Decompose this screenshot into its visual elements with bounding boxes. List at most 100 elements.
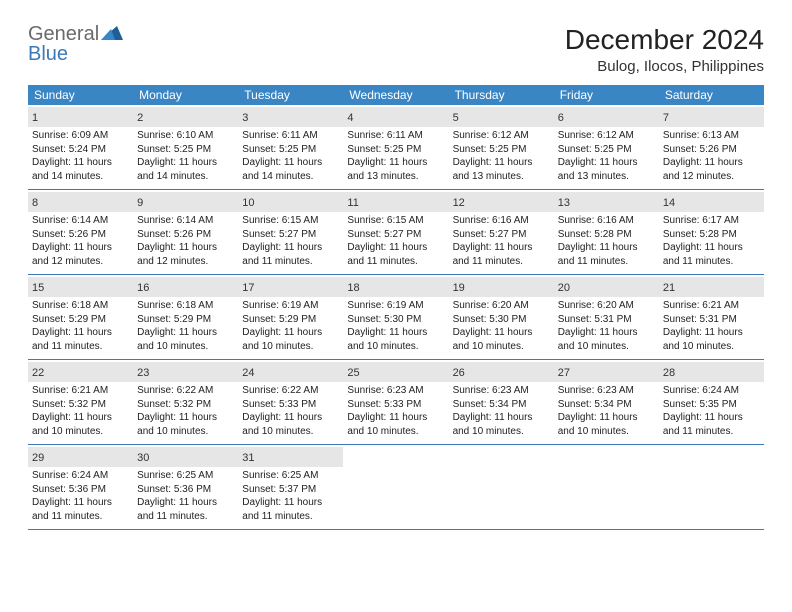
day-detail-line: Daylight: 11 hours xyxy=(558,241,655,255)
day-number-bar: 4 xyxy=(343,107,448,127)
day-number: 22 xyxy=(32,367,44,379)
day-detail-line: and 13 minutes. xyxy=(558,170,655,184)
day-detail-line: Sunset: 5:33 PM xyxy=(242,398,339,412)
day-number-bar: 29 xyxy=(28,447,133,467)
day-detail-line: Sunrise: 6:12 AM xyxy=(558,129,655,143)
day-detail-line: and 14 minutes. xyxy=(242,170,339,184)
day-detail-line: and 12 minutes. xyxy=(663,170,760,184)
day-detail-line: Sunrise: 6:16 AM xyxy=(558,214,655,228)
day-cell: 7Sunrise: 6:13 AMSunset: 5:26 PMDaylight… xyxy=(659,105,764,189)
location-text: Bulog, Ilocos, Philippines xyxy=(565,58,764,75)
day-cell: 20Sunrise: 6:20 AMSunset: 5:31 PMDayligh… xyxy=(554,275,659,359)
day-number: 28 xyxy=(663,367,675,379)
day-number: 14 xyxy=(663,197,675,209)
day-detail-line: Daylight: 11 hours xyxy=(137,496,234,510)
day-cell: 23Sunrise: 6:22 AMSunset: 5:32 PMDayligh… xyxy=(133,360,238,444)
day-detail-line: Sunset: 5:36 PM xyxy=(137,483,234,497)
day-number: 5 xyxy=(453,112,459,124)
page-title: December 2024 xyxy=(565,24,764,56)
day-cell: 10Sunrise: 6:15 AMSunset: 5:27 PMDayligh… xyxy=(238,190,343,274)
day-detail-line: Daylight: 11 hours xyxy=(663,411,760,425)
day-number: 30 xyxy=(137,452,149,464)
day-cell: 24Sunrise: 6:22 AMSunset: 5:33 PMDayligh… xyxy=(238,360,343,444)
day-number-bar: 17 xyxy=(238,277,343,297)
day-detail-line: Sunrise: 6:24 AM xyxy=(663,384,760,398)
day-detail-line: Daylight: 11 hours xyxy=(242,496,339,510)
day-cell: 4Sunrise: 6:11 AMSunset: 5:25 PMDaylight… xyxy=(343,105,448,189)
day-number-bar: 25 xyxy=(343,362,448,382)
day-cell: 14Sunrise: 6:17 AMSunset: 5:28 PMDayligh… xyxy=(659,190,764,274)
day-number-bar: 2 xyxy=(133,107,238,127)
logo-word-blue: Blue xyxy=(28,43,68,65)
title-block: December 2024 Bulog, Ilocos, Philippines xyxy=(565,24,764,75)
day-cell: 17Sunrise: 6:19 AMSunset: 5:29 PMDayligh… xyxy=(238,275,343,359)
day-number: 4 xyxy=(347,112,353,124)
day-detail-line: Sunset: 5:28 PM xyxy=(663,228,760,242)
week-row: 8Sunrise: 6:14 AMSunset: 5:26 PMDaylight… xyxy=(28,190,764,275)
dayname-thu: Thursday xyxy=(449,85,554,105)
day-detail-line: and 12 minutes. xyxy=(32,255,129,269)
day-detail-line: Sunrise: 6:10 AM xyxy=(137,129,234,143)
day-detail-line: Sunrise: 6:11 AM xyxy=(242,129,339,143)
day-detail-line: Sunrise: 6:20 AM xyxy=(558,299,655,313)
day-detail-line: Daylight: 11 hours xyxy=(32,411,129,425)
day-detail-line: Daylight: 11 hours xyxy=(242,326,339,340)
day-detail-line: Sunrise: 6:11 AM xyxy=(347,129,444,143)
day-number: 16 xyxy=(137,282,149,294)
day-detail-line: Sunrise: 6:19 AM xyxy=(347,299,444,313)
day-detail-line: and 10 minutes. xyxy=(137,425,234,439)
day-number: 1 xyxy=(32,112,38,124)
day-number: 2 xyxy=(137,112,143,124)
day-detail-line: and 11 minutes. xyxy=(453,255,550,269)
day-detail-line: and 11 minutes. xyxy=(663,255,760,269)
day-detail-line: Sunset: 5:25 PM xyxy=(453,143,550,157)
day-number: 11 xyxy=(347,197,358,209)
dayname-sun: Sunday xyxy=(28,85,133,105)
day-cell: 3Sunrise: 6:11 AMSunset: 5:25 PMDaylight… xyxy=(238,105,343,189)
day-detail-line: Sunset: 5:25 PM xyxy=(137,143,234,157)
day-cell: 22Sunrise: 6:21 AMSunset: 5:32 PMDayligh… xyxy=(28,360,133,444)
day-cell: 9Sunrise: 6:14 AMSunset: 5:26 PMDaylight… xyxy=(133,190,238,274)
day-number: 31 xyxy=(242,452,254,464)
day-number: 15 xyxy=(32,282,44,294)
day-detail-line: Sunset: 5:32 PM xyxy=(32,398,129,412)
day-detail-line: Daylight: 11 hours xyxy=(663,241,760,255)
day-detail-line: Daylight: 11 hours xyxy=(453,241,550,255)
day-number-bar: 7 xyxy=(659,107,764,127)
day-number: 9 xyxy=(137,197,143,209)
day-detail-line: and 13 minutes. xyxy=(347,170,444,184)
day-detail-line: Sunset: 5:26 PM xyxy=(137,228,234,242)
day-detail-line: Daylight: 11 hours xyxy=(558,411,655,425)
day-number: 12 xyxy=(453,197,465,209)
day-cell: 1Sunrise: 6:09 AMSunset: 5:24 PMDaylight… xyxy=(28,105,133,189)
day-number: 29 xyxy=(32,452,44,464)
header: General Blue December 2024 Bulog, Ilocos… xyxy=(28,24,764,75)
day-detail-line: Sunset: 5:24 PM xyxy=(32,143,129,157)
day-number-bar: 14 xyxy=(659,192,764,212)
day-detail-line: Daylight: 11 hours xyxy=(32,241,129,255)
day-detail-line: Sunset: 5:25 PM xyxy=(347,143,444,157)
day-detail-line: and 10 minutes. xyxy=(453,340,550,354)
day-number-bar: 1 xyxy=(28,107,133,127)
day-detail-line: Daylight: 11 hours xyxy=(453,156,550,170)
day-number-bar: 9 xyxy=(133,192,238,212)
day-detail-line: and 10 minutes. xyxy=(558,425,655,439)
day-number: 27 xyxy=(558,367,570,379)
day-detail-line: Sunrise: 6:18 AM xyxy=(137,299,234,313)
week-row: 29Sunrise: 6:24 AMSunset: 5:36 PMDayligh… xyxy=(28,445,764,530)
day-detail-line: Sunrise: 6:15 AM xyxy=(242,214,339,228)
day-detail-line: and 13 minutes. xyxy=(453,170,550,184)
day-detail-line: Sunset: 5:27 PM xyxy=(453,228,550,242)
day-detail-line: Sunset: 5:33 PM xyxy=(347,398,444,412)
day-detail-line: Sunset: 5:29 PM xyxy=(32,313,129,327)
day-detail-line: Sunrise: 6:16 AM xyxy=(453,214,550,228)
day-cell: 2Sunrise: 6:10 AMSunset: 5:25 PMDaylight… xyxy=(133,105,238,189)
day-detail-line: Sunrise: 6:21 AM xyxy=(663,299,760,313)
day-number: 8 xyxy=(32,197,38,209)
day-detail-line: Sunrise: 6:19 AM xyxy=(242,299,339,313)
day-detail-line: Sunrise: 6:23 AM xyxy=(558,384,655,398)
day-detail-line: Sunset: 5:34 PM xyxy=(453,398,550,412)
day-cell: 15Sunrise: 6:18 AMSunset: 5:29 PMDayligh… xyxy=(28,275,133,359)
day-detail-line: Sunrise: 6:13 AM xyxy=(663,129,760,143)
day-cell: 11Sunrise: 6:15 AMSunset: 5:27 PMDayligh… xyxy=(343,190,448,274)
